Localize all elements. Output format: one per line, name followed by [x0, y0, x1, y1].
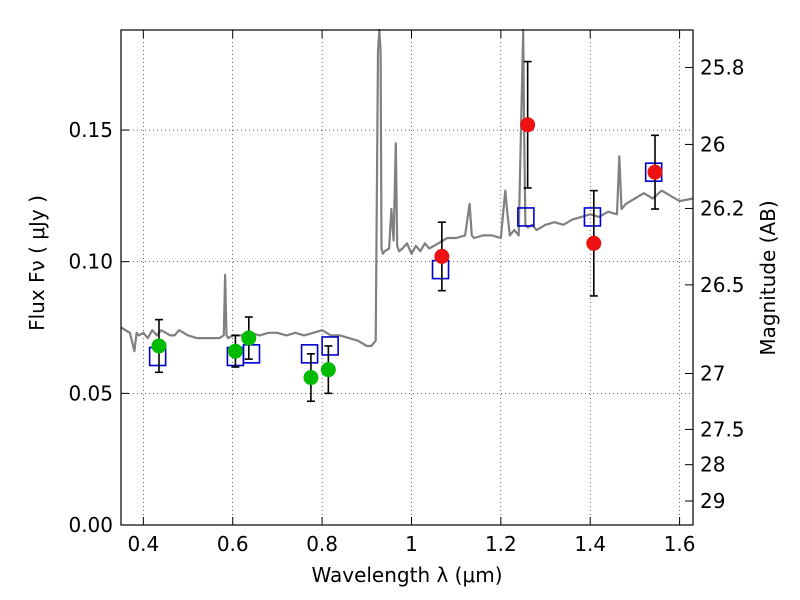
x-tick-label: 1.2: [485, 532, 517, 556]
red-data-point: [434, 248, 450, 264]
mag-tick-label: 27.5: [700, 417, 745, 441]
model-spectrum-line: [120, 28, 694, 353]
x-tick-label: 0.4: [127, 532, 159, 556]
y-tick-label: 0.00: [68, 513, 113, 537]
y-axis-label: Flux Fν ( μJy ): [25, 195, 49, 331]
x-tick-label: 1: [405, 532, 418, 556]
mag-tick-label: 26.5: [700, 273, 745, 297]
ticks: 0.4 0.6 0.8 1 1.2 1.4 1.6 0.00 0.05 0.10 0.15 25.8 2…: [68, 30, 745, 556]
model-photometry-square: [583, 207, 602, 227]
y-tick-label: 0.10: [68, 250, 113, 274]
x-tick-label: 0.8: [306, 532, 338, 556]
y-tick-label: 0.05: [68, 381, 113, 405]
red-data-point: [520, 117, 536, 133]
green-data-point: [151, 338, 167, 354]
y-tick-label: 0.15: [68, 118, 113, 142]
x-tick-label: 0.6: [217, 532, 249, 556]
mag-tick-label: 27: [700, 361, 725, 385]
model-photometry-square: [300, 344, 319, 364]
mag-tick-label: 29: [700, 489, 725, 513]
green-data-point: [241, 330, 257, 346]
plot-area: [120, 28, 694, 403]
model-photometry-square: [517, 207, 535, 227]
x-tick-label: 1.6: [664, 532, 696, 556]
mag-tick-label: 26.2: [700, 196, 745, 220]
mag-tick-label: 25.8: [700, 55, 745, 79]
green-data-point: [227, 343, 243, 359]
x-axis-label: Wavelength λ (μm): [311, 563, 502, 587]
model-photometry-square: [321, 336, 339, 356]
x-tick-label: 1.4: [574, 532, 606, 556]
green-data-point: [320, 362, 336, 378]
axes-frame: [120, 29, 694, 526]
mag-tick-label: 26: [700, 132, 725, 156]
mag-tick-label: 28: [700, 453, 725, 477]
green-data-point: [303, 370, 319, 386]
red-data-point: [647, 164, 663, 180]
y-axis-right-label: Magnitude (AB): [756, 200, 780, 355]
red-data-point: [586, 235, 602, 251]
